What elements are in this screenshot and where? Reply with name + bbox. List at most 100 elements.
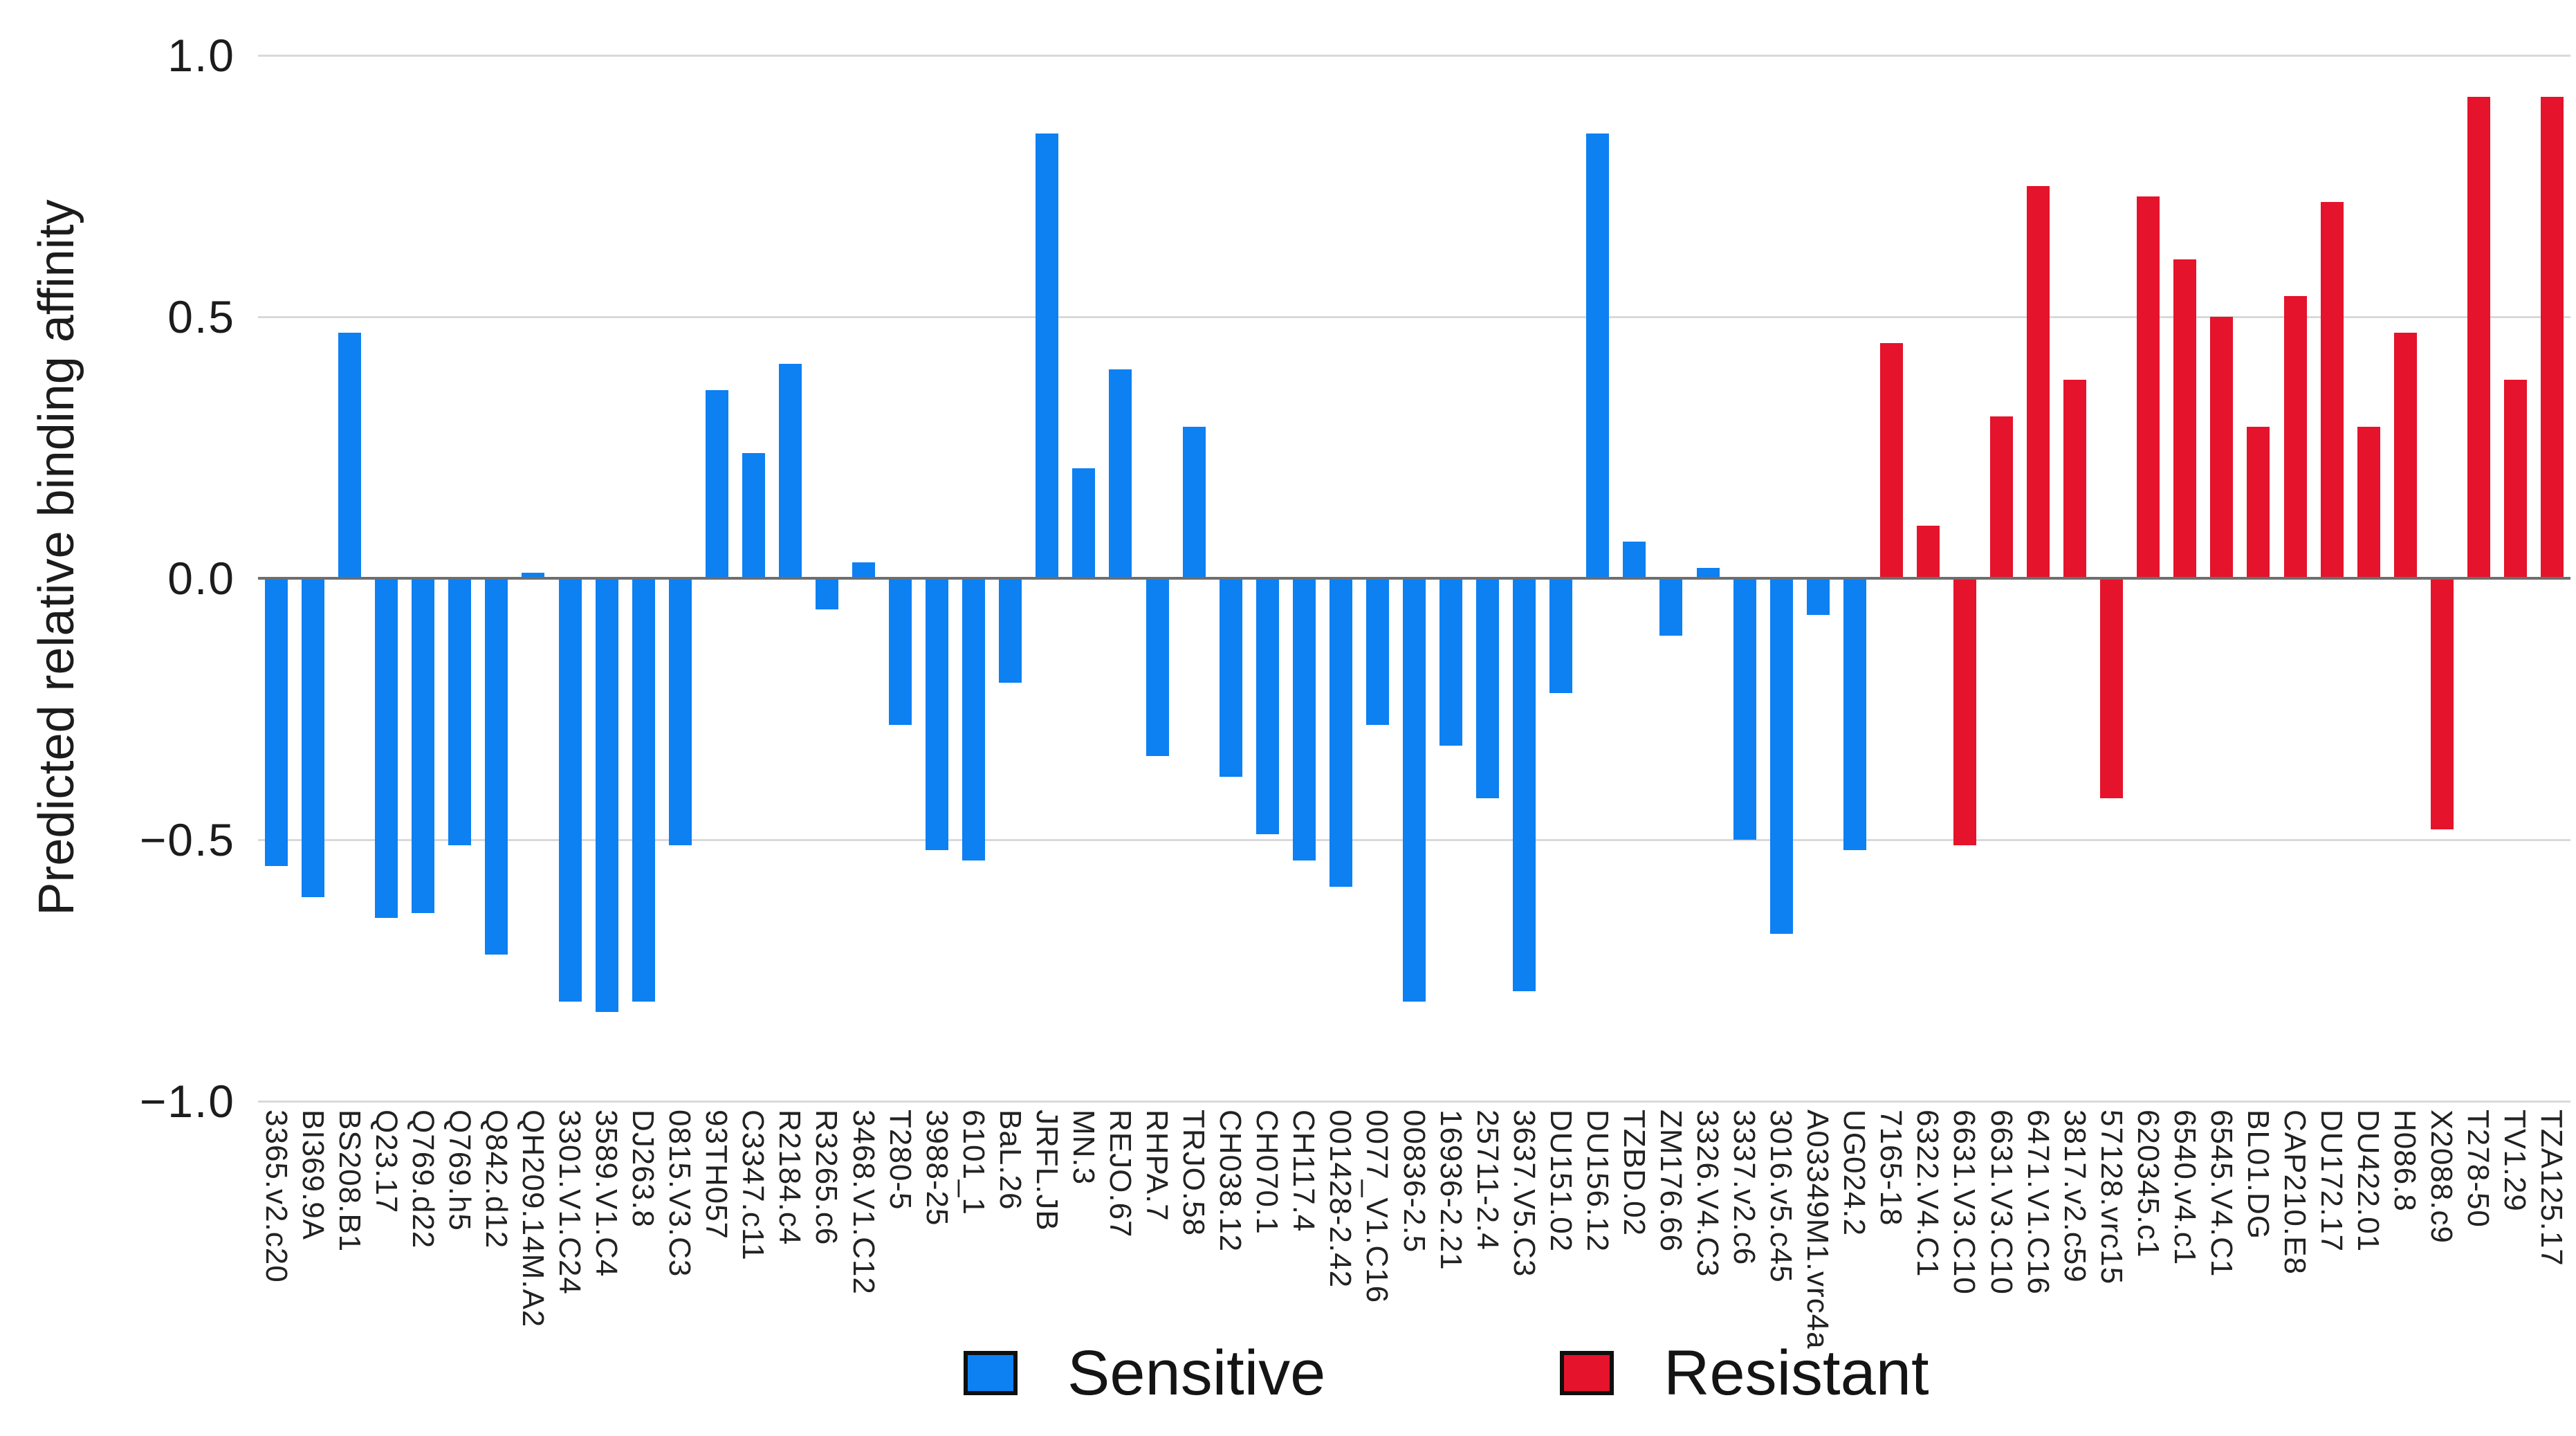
bar-resistant [2063,379,2087,578]
bar-sensitive [302,578,325,898]
bar-resistant [2283,295,2307,578]
bar-resistant [2100,578,2124,798]
x-axis-label: 93TH057 [699,1110,734,1240]
bar-sensitive [1659,578,1683,636]
legend-item-resistant: Resistant [1560,1338,1929,1408]
bar-sensitive [1403,578,1426,1002]
bar-sensitive [1439,578,1463,746]
legend-label-resistant: Resistant [1664,1338,1929,1408]
bar-sensitive [1733,578,1756,840]
bar-sensitive [1292,578,1316,861]
bar-resistant [2503,379,2527,578]
x-axis-label: DU172.17 [2315,1110,2349,1253]
bar-resistant [2137,196,2160,578]
bar-resistant [1879,342,1903,578]
bar-sensitive [338,332,362,578]
bar-sensitive [778,364,802,578]
sensitive-swatch-icon [964,1351,1018,1395]
x-axis-label: T280-5 [883,1110,917,1211]
x-axis-label: Q769.d22 [405,1110,440,1249]
y-tick-label: −0.5 [139,814,235,865]
zero-axis-line [258,577,2570,580]
x-axis-label: 3301.V1.C24 [553,1110,587,1295]
bar-resistant [2357,426,2380,578]
bar-resistant [2540,97,2564,578]
x-axis-label: H086.8 [2388,1110,2422,1212]
x-axis-label: 3326.V4.C3 [1691,1110,1724,1278]
bar-sensitive [1586,134,1610,578]
bar-resistant [2430,578,2454,829]
bar-sensitive [1182,426,1206,578]
x-axis-label: BaL.26 [993,1110,1027,1211]
x-axis-label: DJ263.8 [626,1110,661,1228]
y-tick-label: 0.5 [167,291,235,342]
bar-resistant [2173,259,2197,578]
bar-sensitive [522,573,545,578]
x-axis-label: MN.3 [1066,1110,1101,1186]
bar-sensitive [1513,578,1536,992]
bar-resistant [2467,97,2490,578]
bar-sensitive [1769,578,1793,935]
bar-resistant [2320,201,2344,578]
x-axis-label: REJO.67 [1103,1110,1137,1238]
x-axis-label: 6471.V1.C16 [2021,1110,2055,1295]
bar-sensitive [926,578,949,851]
x-axis-label: Q23.17 [369,1110,403,1214]
x-axis-label: C3347.c11 [736,1110,771,1261]
x-axis-label: 3589.V1.C4 [589,1110,624,1278]
x-axis-label: X2088.c9 [2425,1110,2459,1244]
bar-resistant [1953,578,1976,845]
x-axis-label: 3016.v5.c45 [1764,1110,1798,1283]
bar-sensitive [1549,578,1573,694]
bar-resistant [1916,526,1940,578]
bar-sensitive [889,578,912,725]
legend-label-sensitive: Sensitive [1067,1338,1326,1408]
x-axis-label: 3637.V5.C3 [1507,1110,1541,1278]
x-axis-label: 3468.V1.C12 [846,1110,881,1295]
gridline [258,316,2570,318]
bar-sensitive [1255,578,1279,835]
bar-resistant [2393,332,2417,578]
x-axis-label: 6631.V3.C10 [1947,1110,1982,1295]
bar-sensitive [1109,369,1132,578]
bar-sensitive [1365,578,1389,725]
x-axis-label: QH209.14M.A2 [515,1110,550,1328]
x-axis-label: A03349M1.vrc4a [1801,1110,1835,1350]
resistant-swatch-icon [1560,1351,1614,1395]
bar-sensitive [265,578,288,866]
x-axis-label: Q769.h5 [442,1110,477,1231]
bar-sensitive [999,578,1022,683]
bar-sensitive [742,452,765,578]
bar-resistant [2027,186,2050,578]
x-axis-label: 6322.V4.C1 [1911,1110,1945,1278]
x-axis-label: 0815.V3.C3 [663,1110,697,1278]
gridline [258,1101,2570,1103]
x-axis-label: 001428-2.42 [1323,1110,1358,1289]
x-axis-label: 6631.V3.C10 [1984,1110,2018,1295]
x-axis-label: TRJO.58 [1177,1110,1211,1237]
x-axis-label: 7165-18 [1874,1110,1908,1226]
x-axis-label: CAP210.E8 [2278,1110,2312,1275]
bar-sensitive [1219,578,1242,777]
bar-sensitive [375,578,398,919]
bar-sensitive [595,578,618,1013]
x-axis-label: 25711-2.4 [1470,1110,1505,1251]
x-axis-label: 6101_1 [956,1110,991,1215]
x-axis-label: BL01.DG [2241,1110,2275,1240]
x-axis-label: CH070.1 [1250,1110,1285,1235]
x-axis-label: DU422.01 [2351,1110,2386,1253]
x-axis-label: 16936-2.21 [1433,1110,1468,1271]
bar-sensitive [668,578,692,845]
x-axis-label: 3817.v2.c59 [2057,1110,2092,1283]
bar-sensitive [1072,468,1096,578]
bar-sensitive [1036,134,1059,578]
x-axis-label: DU156.12 [1580,1110,1614,1253]
x-axis-label: ZM176.66 [1653,1110,1688,1253]
y-tick-label: −1.0 [139,1076,235,1127]
legend-item-sensitive: Sensitive [964,1338,1326,1408]
x-axis-label: 6545.V4.C1 [2204,1110,2238,1278]
bar-resistant [1990,416,2014,578]
x-axis-label: 620345.c1 [2131,1110,2165,1258]
x-axis-label: 00836-2.5 [1397,1110,1431,1253]
